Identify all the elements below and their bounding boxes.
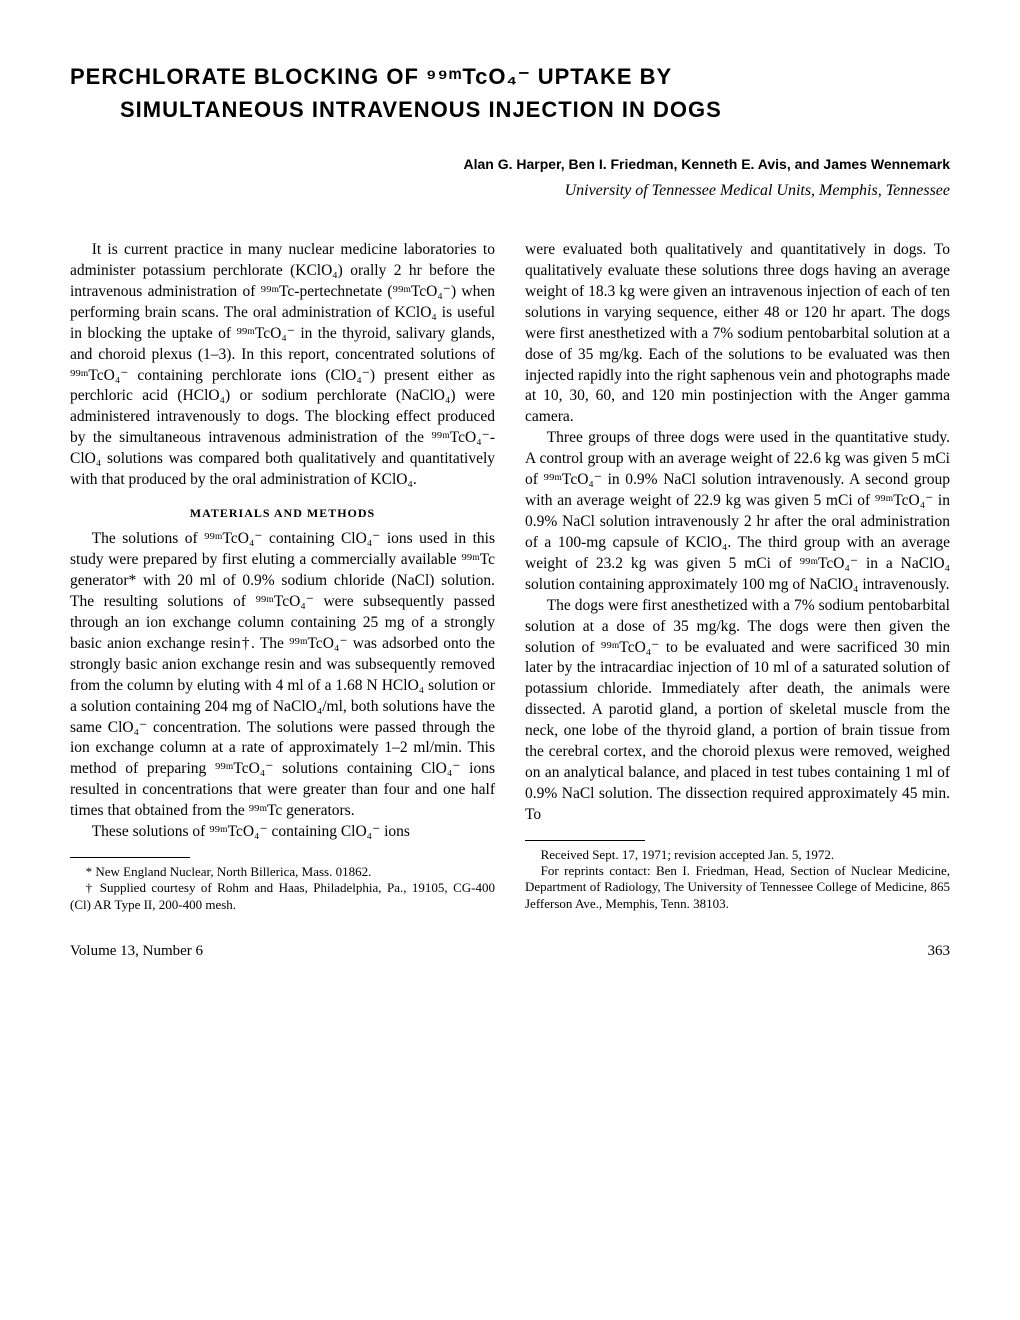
body-columns: It is current practice in many nuclear m… [70,240,950,913]
title-line-1: PERCHLORATE BLOCKING OF ⁹⁹ᵐTcO₄⁻ UPTAKE … [70,60,950,93]
paragraph: It is current practice in many nuclear m… [70,240,495,491]
footnote: For reprints contact: Ben I. Friedman, H… [525,863,950,912]
footer-left: Volume 13, Number 6 [70,943,203,960]
paragraph: were evaluated both qualitatively and qu… [525,240,950,428]
paragraph: Three groups of three dogs were used in … [525,428,950,595]
footer-right: 363 [928,943,951,960]
article-title: PERCHLORATE BLOCKING OF ⁹⁹ᵐTcO₄⁻ UPTAKE … [70,60,950,126]
affiliation: University of Tennessee Medical Units, M… [70,182,950,200]
paragraph: These solutions of ⁹⁹ᵐTcO₄⁻ containing C… [70,822,495,843]
title-line-2: SIMULTANEOUS INTRAVENOUS INJECTION IN DO… [70,93,950,126]
paragraph: The solutions of ⁹⁹ᵐTcO₄⁻ containing ClO… [70,529,495,822]
paragraph: The dogs were first anesthetized with a … [525,596,950,826]
footnote: * New England Nuclear, North Billerica, … [70,864,495,880]
footnote-rule [70,857,190,858]
footnote: Received Sept. 17, 1971; revision accept… [525,847,950,863]
page-footer: Volume 13, Number 6 363 [70,943,950,960]
footnote-rule [525,840,645,841]
authors: Alan G. Harper, Ben I. Friedman, Kenneth… [70,156,950,172]
section-heading: MATERIALS AND METHODS [70,505,495,521]
footnote: † Supplied courtesy of Rohm and Haas, Ph… [70,880,495,913]
